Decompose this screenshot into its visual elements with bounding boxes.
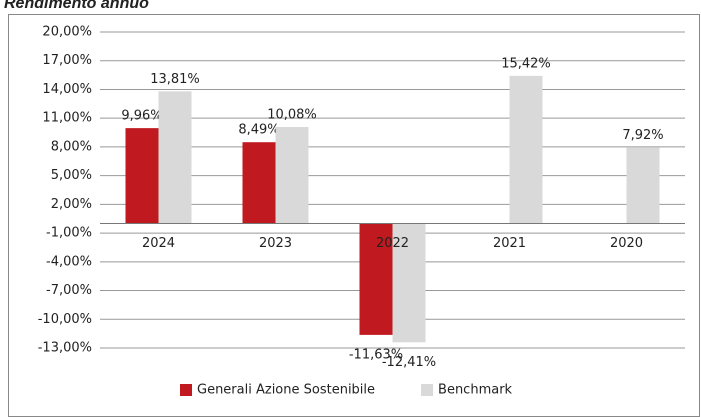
legend-label: Generali Azione Sostenibile bbox=[197, 383, 375, 398]
y-tick-label: 11,00% bbox=[42, 111, 92, 126]
y-tick-label: 17,00% bbox=[42, 53, 92, 68]
data-label: 9,96% bbox=[121, 109, 162, 124]
y-tick-label: 8,00% bbox=[51, 139, 92, 154]
chart-frame bbox=[8, 14, 700, 417]
bar bbox=[359, 223, 393, 335]
x-tick-label: 2021 bbox=[493, 236, 526, 251]
bar bbox=[509, 75, 543, 224]
legend-swatch bbox=[180, 384, 192, 396]
data-label: -11,63% bbox=[349, 347, 403, 362]
data-label: 8,49% bbox=[238, 123, 279, 138]
legend-swatch bbox=[421, 384, 434, 396]
bar bbox=[392, 223, 426, 343]
bar bbox=[125, 128, 159, 224]
y-tick-label: -13,00% bbox=[38, 341, 92, 356]
data-label: -12,41% bbox=[382, 355, 436, 370]
data-label: 10,08% bbox=[267, 107, 317, 122]
bar bbox=[242, 142, 276, 224]
y-tick-label: 20,00% bbox=[42, 25, 92, 40]
legend-label: Benchmark bbox=[438, 383, 513, 398]
y-tick-label: -10,00% bbox=[38, 312, 92, 327]
data-label: 15,42% bbox=[501, 56, 551, 71]
data-label: 7,92% bbox=[622, 128, 663, 143]
x-tick-label: 2022 bbox=[376, 236, 409, 251]
y-tick-label: 14,00% bbox=[42, 82, 92, 97]
x-tick-label: 2023 bbox=[259, 236, 292, 251]
y-tick-label: -7,00% bbox=[46, 283, 92, 298]
bar bbox=[626, 147, 660, 224]
x-tick-label: 2020 bbox=[610, 236, 643, 251]
chart-title: Rendimento annuo bbox=[4, 0, 149, 12]
bar bbox=[275, 126, 309, 224]
bar bbox=[158, 91, 192, 224]
y-tick-label: -1,00% bbox=[46, 226, 92, 241]
y-tick-label: -4,00% bbox=[46, 254, 92, 269]
y-tick-label: 2,00% bbox=[51, 197, 92, 212]
y-tick-label: 5,00% bbox=[51, 168, 92, 183]
data-label: 13,81% bbox=[150, 72, 200, 87]
x-tick-label: 2024 bbox=[142, 236, 175, 251]
